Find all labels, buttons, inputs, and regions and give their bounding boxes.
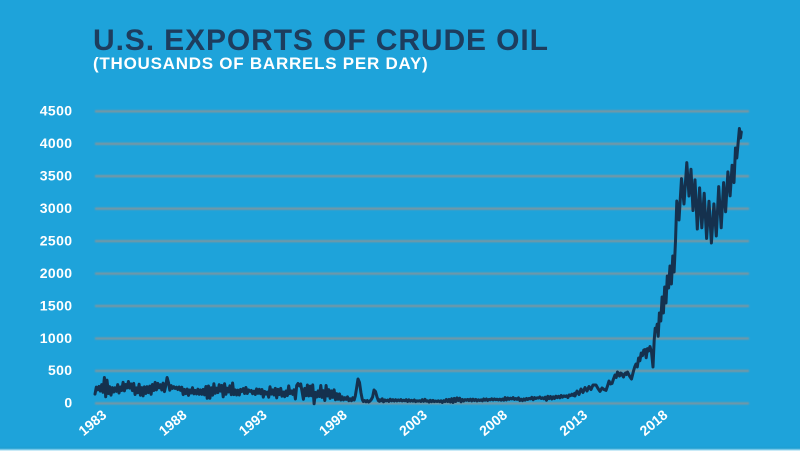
svg-text:1983: 1983 [75,406,109,438]
svg-text:1998: 1998 [316,406,350,438]
svg-text:2018: 2018 [636,406,670,438]
svg-text:2013: 2013 [556,406,590,438]
svg-text:3500: 3500 [40,168,73,184]
svg-text:2003: 2003 [396,406,430,438]
svg-text:2000: 2000 [40,265,73,281]
svg-text:1500: 1500 [40,297,73,313]
svg-text:4500: 4500 [40,103,73,119]
svg-text:500: 500 [48,362,73,378]
svg-text:2500: 2500 [40,232,73,248]
svg-text:0: 0 [64,395,72,411]
svg-text:3000: 3000 [40,200,73,216]
svg-text:1000: 1000 [40,330,73,346]
svg-text:2008: 2008 [476,406,510,438]
svg-text:4000: 4000 [40,135,73,151]
svg-text:1988: 1988 [155,406,189,438]
svg-text:1993: 1993 [236,406,270,438]
